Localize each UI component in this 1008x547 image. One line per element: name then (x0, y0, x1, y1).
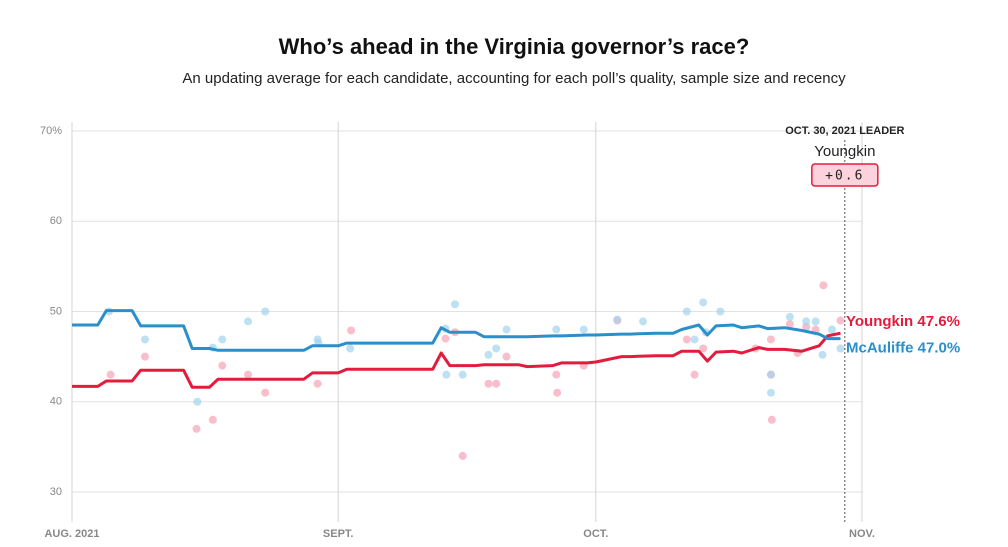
average-line (72, 309, 841, 352)
poll-dot (785, 320, 794, 329)
poll-dot (458, 451, 467, 460)
poll-dot (827, 325, 836, 334)
poll-dot (442, 370, 451, 379)
poll-dot (802, 317, 811, 326)
chart-subtitle: An updating average for each candidate, … (182, 70, 846, 87)
poll-dot (552, 325, 561, 334)
y-tick-label: 60 (50, 215, 62, 227)
x-tick-label: NOV. (849, 528, 875, 540)
poll-dot (208, 415, 217, 424)
poll-dot (261, 307, 270, 316)
poll-dot (244, 317, 253, 326)
poll-dot (140, 335, 149, 344)
poll-dot (502, 352, 511, 361)
poll-dot (639, 317, 648, 326)
margin-label: +0.6 (825, 169, 864, 184)
poll-dot (836, 344, 845, 353)
poll-dot (552, 370, 561, 379)
poll-dot (140, 352, 149, 361)
leader-name: Youngkin (814, 143, 875, 160)
x-tick-label: SEPT. (323, 528, 354, 540)
poll-dot (682, 307, 691, 316)
poll-dot (492, 344, 501, 353)
poll-dot (347, 326, 356, 335)
poll-dot (484, 379, 493, 388)
chart-title: Who’s ahead in the Virginia governor’s r… (279, 34, 750, 59)
end-label-value: 47.0% (918, 340, 961, 357)
poll-dot (244, 370, 253, 379)
end-label-value: 47.6% (917, 313, 960, 330)
poll-dot (682, 335, 691, 344)
poll-dot (785, 312, 794, 321)
poll-dot (261, 388, 270, 397)
margin-box (811, 163, 879, 187)
poll-dot (766, 370, 775, 379)
end-label-name: McAuliffe (846, 340, 914, 357)
poll-dot (579, 325, 588, 334)
poll-dot (192, 424, 201, 433)
y-tick-label: 50 (50, 305, 62, 317)
poll-dot (819, 281, 828, 290)
poll-dot (690, 335, 699, 344)
poll-dot (218, 361, 227, 370)
poll-dot (106, 370, 115, 379)
poll-dot (699, 344, 708, 353)
poll-dot (450, 300, 459, 309)
average-line (72, 331, 841, 389)
leader-date: OCT. 30, 2021 LEADER (785, 125, 904, 137)
poll-dot (346, 344, 355, 353)
end-label-name: Youngkin (846, 313, 913, 330)
poll-dot (699, 298, 708, 307)
x-tick-label: AUG. 2021 (44, 528, 99, 540)
poll-dot (766, 388, 775, 397)
y-tick-label: 70% (40, 125, 62, 137)
poll-dot (613, 315, 622, 324)
poll-dot (458, 370, 467, 379)
y-tick-label: 40 (50, 396, 62, 408)
poll-dot (193, 397, 202, 406)
y-tick-label: 30 (50, 486, 62, 498)
end-label: Youngkin 47.6% (846, 313, 960, 330)
poll-dot (766, 335, 775, 344)
x-tick-label: OCT. (583, 528, 608, 540)
poll-dot (767, 415, 776, 424)
poll-dot (818, 350, 827, 359)
poll-dot (492, 379, 501, 388)
poll-dot (811, 317, 820, 326)
poll-dot (502, 325, 511, 334)
poll-dot (313, 379, 322, 388)
poll-dot (218, 335, 227, 344)
poll-dot (553, 388, 562, 397)
end-label: McAuliffe 47.0% (846, 340, 960, 357)
poll-dot (716, 307, 725, 316)
poll-dot (690, 370, 699, 379)
poll-dot (441, 334, 450, 343)
poll-dot (836, 316, 845, 325)
poll-dot (484, 350, 493, 359)
